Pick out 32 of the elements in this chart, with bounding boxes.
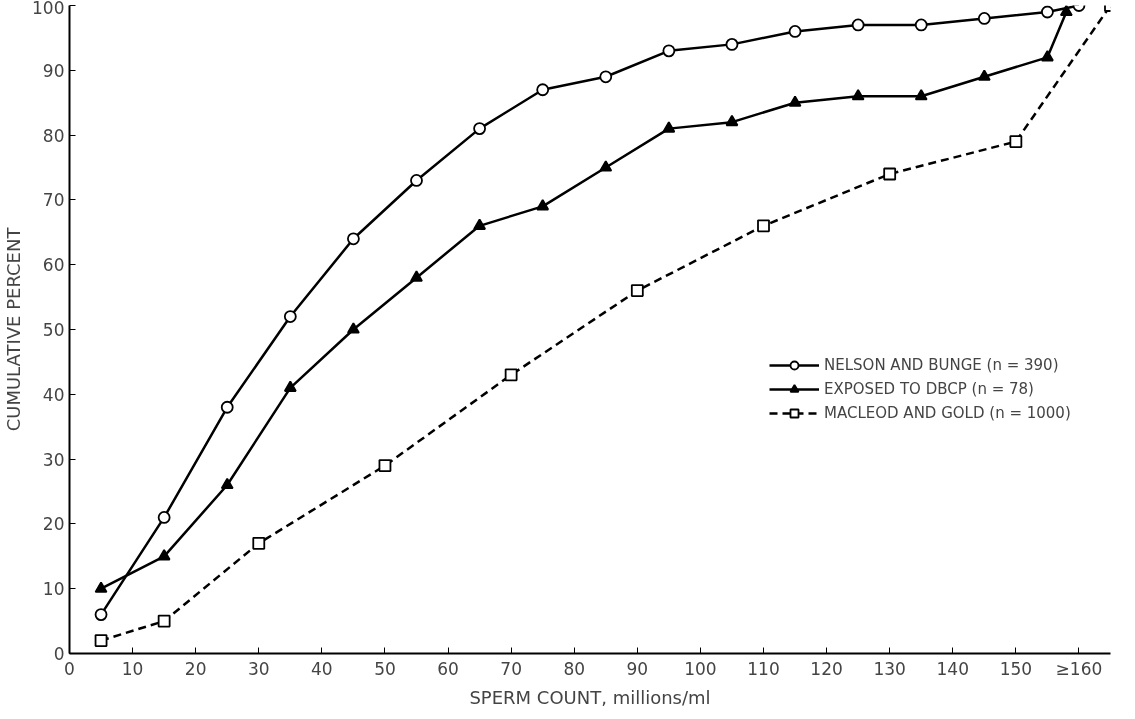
x-tick-label: 30 xyxy=(247,658,270,679)
y-tick-label: 20 xyxy=(42,514,65,535)
legend-label: EXPOSED TO DBCP (n = 78) xyxy=(824,380,1034,398)
x-tick-label: 20 xyxy=(184,658,207,679)
y-tick-label: 90 xyxy=(42,60,65,81)
x-tick-label: 10 xyxy=(121,658,144,679)
y-tick-label: 70 xyxy=(42,190,65,211)
y-tick-label: 0 xyxy=(53,644,65,664)
y-tick-label: 80 xyxy=(42,125,65,146)
x-tick-label: 60 xyxy=(437,658,459,679)
y-tick-label: 60 xyxy=(42,255,65,276)
legend-label: NELSON AND BUNGE (n = 390) xyxy=(824,356,1059,374)
x-tick-label: 110 xyxy=(747,658,780,679)
x-tick-label: 120 xyxy=(810,658,843,679)
y-tick-label: 10 xyxy=(42,579,65,600)
y-tick-label: 50 xyxy=(42,320,65,340)
x-tick-label: 100 xyxy=(684,658,717,679)
x-axis-title: SPERM COUNT, millions/ml xyxy=(469,686,711,708)
y-tick-label: 30 xyxy=(42,449,65,470)
x-tick-label: 150 xyxy=(999,658,1033,679)
x-tick-label: 70 xyxy=(500,658,522,679)
legend-label: MACLEOD AND GOLD (n = 1000) xyxy=(824,404,1071,422)
x-tick-label: ≥160 xyxy=(1055,658,1103,679)
x-tick-label: 140 xyxy=(936,658,969,679)
y-tick-label: 100 xyxy=(32,0,65,18)
x-tick-label: 90 xyxy=(626,658,649,679)
y-tick-label: 40 xyxy=(42,384,65,405)
x-tick-label: 40 xyxy=(311,658,333,679)
y-axis-title: CUMULATIVE PERCENT xyxy=(3,226,25,432)
x-tick-label: 80 xyxy=(563,658,586,679)
x-tick-label: 50 xyxy=(374,658,396,679)
x-tick-label: 130 xyxy=(873,658,906,679)
